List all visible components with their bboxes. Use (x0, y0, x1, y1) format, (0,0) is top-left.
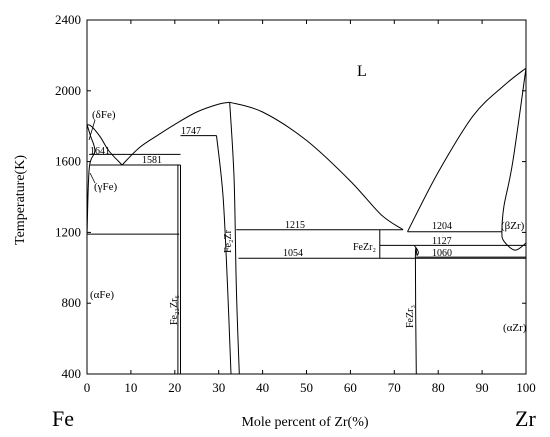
phase-boundary-curve-10 (413, 244, 419, 375)
y-tick-labels: 400 800 1200 1600 2000 2400 (55, 12, 81, 381)
region-label-fezr2: FeZr₂ (353, 242, 376, 253)
phase-boundary-curve-1 (121, 101, 230, 166)
phase-boundary-curve-7 (216, 135, 232, 375)
x-tick-label: 50 (300, 380, 313, 395)
invariant-label-1060: 1060 (432, 248, 452, 259)
plot-frame (86, 19, 527, 375)
phase-boundary-curve-11 (501, 68, 527, 251)
x-tick-label: 30 (212, 380, 225, 395)
tick-marks (86, 19, 527, 375)
x-tick-label: 40 (256, 380, 269, 395)
invariant-label-1054: 1054 (283, 248, 303, 259)
x-tick-label: 60 (344, 380, 357, 395)
region-pointer-arrows (88, 119, 96, 184)
invariant-label-1581: 1581 (142, 155, 162, 166)
phase-boundary-curve-0 (86, 124, 123, 166)
y-tick-label: 1600 (55, 154, 81, 169)
x-tick-label: 10 (124, 380, 137, 395)
invariant-label-1204: 1204 (432, 221, 452, 232)
y-axis-title: Temperature(K) (13, 155, 28, 245)
y-tick-label: 400 (62, 366, 82, 381)
delta-fe-pointer (88, 119, 96, 141)
y-tick-label: 2000 (55, 83, 81, 98)
invariant-isotherms (87, 135, 526, 259)
region-label-delta-fe: (δFe) (92, 109, 116, 121)
region-label-fe2zr: Fe₂Zr (223, 229, 234, 253)
x-tick-label: 80 (432, 380, 445, 395)
x-tick-label: 0 (84, 380, 91, 395)
y-tick-label: 1200 (55, 224, 81, 239)
x-tick-label: 70 (388, 380, 401, 395)
invariant-label-1747: 1747 (181, 126, 201, 137)
y-tick-label: 2400 (55, 12, 81, 27)
phase-boundary-curves (86, 67, 527, 375)
region-label-gamma-fe: (γFe) (94, 181, 118, 193)
invariant-label-1215: 1215 (285, 220, 305, 231)
x-tick-label: 90 (476, 380, 489, 395)
element-label-zr: Zr (515, 406, 536, 431)
element-label-fe: Fe (52, 406, 74, 431)
x-axis-title: Mole percent of Zr(%) (241, 415, 368, 430)
y-tick-label: 800 (62, 295, 82, 310)
region-label-fezr3: FeZr₃ (405, 305, 416, 328)
x-tick-labels: 0 10 20 30 40 50 60 70 80 90 100 (84, 380, 536, 395)
invariant-label-1127: 1127 (432, 236, 452, 247)
x-tick-label: 20 (168, 380, 181, 395)
region-label-fe23zr6: Fe₂₃Zr₆ (169, 295, 180, 325)
phase-boundary-curve-3 (407, 67, 527, 232)
region-label-alpha-fe: (αFe) (90, 289, 114, 301)
x-tick-label: 100 (516, 380, 536, 395)
phase-boundary-curve-8 (229, 102, 240, 375)
phase-boundary-curve-2 (229, 101, 404, 231)
region-label-alpha-zr: (αZr) (503, 322, 527, 334)
region-label-liquid: L (357, 63, 367, 80)
gamma-fe-pointer (89, 172, 96, 184)
region-label-beta-zr: (βZr) (501, 220, 525, 232)
invariant-label-1641: 1641 (90, 146, 110, 157)
phase-boundary-curve-4 (86, 124, 96, 236)
